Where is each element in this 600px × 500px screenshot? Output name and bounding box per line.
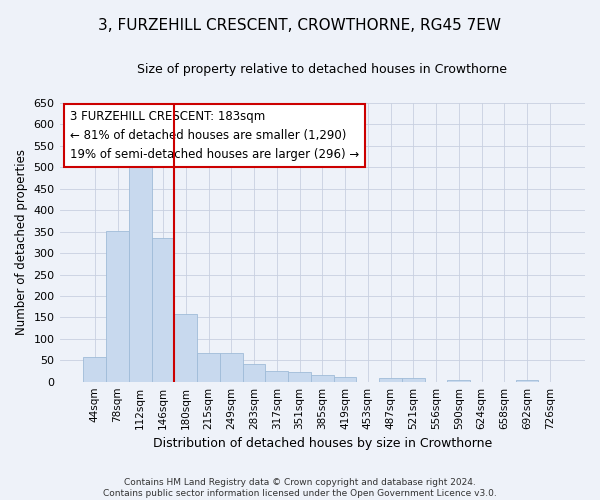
Bar [129,152,152,382]
Y-axis label: Number of detached properties: Number of detached properties [15,150,28,336]
Bar [515,380,538,382]
Bar [334,378,356,382]
Bar [83,357,106,382]
Bar [152,238,175,382]
Bar [175,314,197,382]
Bar [402,378,425,382]
Bar [265,371,288,382]
X-axis label: Distribution of detached houses by size in Crowthorne: Distribution of detached houses by size … [152,437,492,450]
Text: Contains HM Land Registry data © Crown copyright and database right 2024.
Contai: Contains HM Land Registry data © Crown c… [103,478,497,498]
Text: 3, FURZEHILL CRESCENT, CROWTHORNE, RG45 7EW: 3, FURZEHILL CRESCENT, CROWTHORNE, RG45 … [98,18,502,32]
Bar [242,364,265,382]
Bar [220,352,242,382]
Bar [106,231,129,382]
Bar [311,376,334,382]
Bar [197,352,220,382]
Bar [379,378,402,382]
Text: 3 FURZEHILL CRESCENT: 183sqm
← 81% of detached houses are smaller (1,290)
19% of: 3 FURZEHILL CRESCENT: 183sqm ← 81% of de… [70,110,359,161]
Bar [288,372,311,382]
Bar [448,380,470,382]
Title: Size of property relative to detached houses in Crowthorne: Size of property relative to detached ho… [137,62,507,76]
